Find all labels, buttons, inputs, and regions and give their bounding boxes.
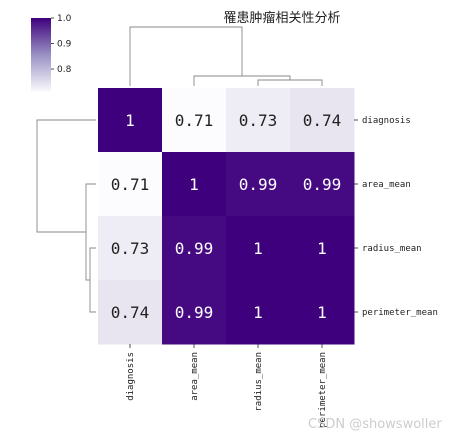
cell-value-label: 1 bbox=[253, 239, 263, 258]
heatmap-cell bbox=[226, 216, 291, 281]
column-tick-labels: diagnosis area_mean radius_mean perimeter_m… bbox=[126, 344, 328, 428]
dendrogram-link bbox=[257, 79, 323, 86]
cell-value-label: 0.99 bbox=[303, 175, 342, 194]
colorbar: 0.8 0.9 1.0 bbox=[31, 14, 72, 92]
chart-title: 罹患肿瘤相关性分析 bbox=[223, 10, 340, 26]
heatmap-cell bbox=[162, 88, 227, 153]
cell-value-label: 0.71 bbox=[175, 111, 214, 130]
colorbar-gradient bbox=[31, 18, 51, 92]
dendrogram-link bbox=[36, 119, 96, 233]
dendrogram-link bbox=[129, 26, 243, 86]
heatmap-cell bbox=[226, 152, 291, 217]
heatmap-cell bbox=[226, 280, 291, 345]
heatmap-cell bbox=[98, 216, 163, 281]
cell-value-label: 0.73 bbox=[239, 111, 278, 130]
cell-value-label: 1 bbox=[125, 111, 135, 130]
colorbar-tick-label: 0.8 bbox=[57, 65, 72, 75]
cell-value-label: 1 bbox=[189, 175, 199, 194]
col-tick-label: diagnosis bbox=[126, 352, 136, 401]
cell-value-label: 0.99 bbox=[239, 175, 278, 194]
heatmap-cell bbox=[290, 216, 355, 281]
heatmap-cell bbox=[162, 152, 227, 217]
cell-value-label: 0.73 bbox=[111, 239, 150, 258]
heatmap-cell bbox=[226, 88, 291, 153]
heatmap-cell bbox=[290, 152, 355, 217]
row-tick-label: area_mean bbox=[362, 180, 411, 190]
heatmap-cell bbox=[162, 280, 227, 345]
cell-value-label: 0.74 bbox=[303, 111, 342, 130]
col-tick-label: radius_mean bbox=[254, 352, 264, 412]
row-tick-label: radius_mean bbox=[362, 244, 422, 254]
dendrogram-link bbox=[193, 75, 291, 86]
dendrogram-link bbox=[89, 247, 96, 313]
heatmap-cell bbox=[98, 152, 163, 217]
col-tick-label: area_mean bbox=[190, 352, 200, 401]
cell-value-label: 1 bbox=[317, 303, 327, 322]
heatmap-cell bbox=[290, 88, 355, 153]
cell-value-label: 1 bbox=[253, 303, 263, 322]
watermark: CSDN @showswoller bbox=[308, 417, 442, 432]
col-tick-label: perimeter_mean bbox=[318, 352, 328, 428]
row-tick-labels: diagnosis area_mean radius_mean perimeter_m… bbox=[354, 116, 438, 318]
cell-value-label: 0.99 bbox=[175, 303, 214, 322]
cell-value-label: 1 bbox=[317, 239, 327, 258]
row-tick-label: perimeter_mean bbox=[362, 308, 438, 318]
cell-value-label: 0.71 bbox=[111, 175, 150, 194]
colorbar-tick-label: 0.9 bbox=[57, 40, 72, 50]
cell-value-label: 0.74 bbox=[111, 303, 150, 322]
column-dendrogram bbox=[129, 26, 323, 86]
heatmap-cell bbox=[98, 88, 163, 153]
heatmap-cell bbox=[98, 280, 163, 345]
cell-value-label: 0.99 bbox=[175, 239, 214, 258]
heatmap-cell bbox=[162, 216, 227, 281]
row-dendrogram bbox=[36, 119, 96, 313]
heatmap-grid: 1 0.71 0.73 0.74 0.71 1 0.99 0.99 0.73 0.99 1 1 0.74… bbox=[98, 88, 355, 345]
dendrogram-link bbox=[85, 183, 96, 281]
row-tick-label: diagnosis bbox=[362, 116, 411, 126]
heatmap-cell bbox=[290, 280, 355, 345]
colorbar-tick-label: 1.0 bbox=[57, 14, 72, 24]
